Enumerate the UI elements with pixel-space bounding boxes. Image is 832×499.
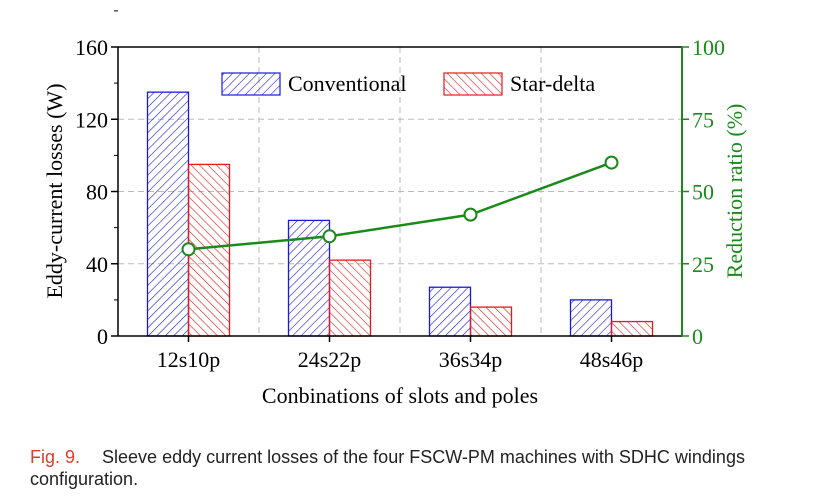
reduction-ratio-points bbox=[181, 155, 619, 257]
x-tick-label: 24s22p bbox=[298, 347, 362, 372]
y2-tick-label: 25 bbox=[692, 252, 714, 277]
y2-tick-label: 75 bbox=[692, 107, 714, 132]
y-tick-label: 0 bbox=[97, 324, 108, 349]
ratio-point-24s22p bbox=[322, 229, 337, 244]
figure-caption: Fig. 9. Sleeve eddy current losses of the… bbox=[30, 446, 800, 490]
y2-tick-label: 100 bbox=[692, 35, 725, 60]
ratio-point-48s46p bbox=[604, 155, 619, 170]
caption-label: Fig. 9. bbox=[30, 447, 81, 467]
y-axis-label: Eddy-current losses (W) bbox=[42, 83, 67, 298]
ticks: 0 40 80 120 160 0 25 50 75 100 12s10p 24s22p 36s34p 4… bbox=[75, 10, 725, 372]
reduction-ratio-line bbox=[188, 161, 612, 251]
y-tick-label: 40 bbox=[86, 252, 108, 277]
x-axis-label: Conbinations of slots and poles bbox=[262, 383, 538, 408]
y-tick-label: 80 bbox=[86, 180, 108, 205]
x-tick-label: 36s34p bbox=[439, 347, 503, 372]
legend-label-conventional: Conventional bbox=[288, 71, 407, 96]
bar-conventional-36s34p bbox=[428, 286, 472, 337]
ratio-point-36s34p bbox=[463, 207, 478, 222]
chart: 0 40 80 120 160 0 25 50 75 100 12s10p 24s22p 36s34p 4… bbox=[42, 10, 747, 408]
y2-tick-label: 0 bbox=[692, 324, 703, 349]
y2-axis-label: Reduction ratio (%) bbox=[722, 104, 747, 279]
legend-label-star-delta: Star-delta bbox=[510, 71, 595, 96]
bar-star-delta-36s34p bbox=[469, 306, 513, 337]
bar-conventional-48s46p bbox=[569, 299, 613, 337]
bar-conventional-12s10p bbox=[146, 91, 190, 337]
legend: Conventional Star-delta bbox=[221, 71, 595, 96]
x-tick-label: 48s46p bbox=[580, 347, 644, 372]
legend-swatch-star-delta bbox=[443, 72, 503, 96]
y-tick-label: 160 bbox=[75, 35, 108, 60]
legend-swatch-conventional bbox=[221, 72, 281, 96]
bar-star-delta-48s46p bbox=[610, 320, 654, 337]
bar-star-delta-24s22p bbox=[328, 259, 372, 337]
y2-tick-label: 50 bbox=[692, 180, 714, 205]
y-tick-label: 120 bbox=[75, 107, 108, 132]
x-tick-label: 12s10p bbox=[157, 347, 221, 372]
caption-text: Sleeve eddy current losses of the four F… bbox=[30, 447, 745, 489]
ratio-point-12s10p bbox=[181, 242, 196, 257]
